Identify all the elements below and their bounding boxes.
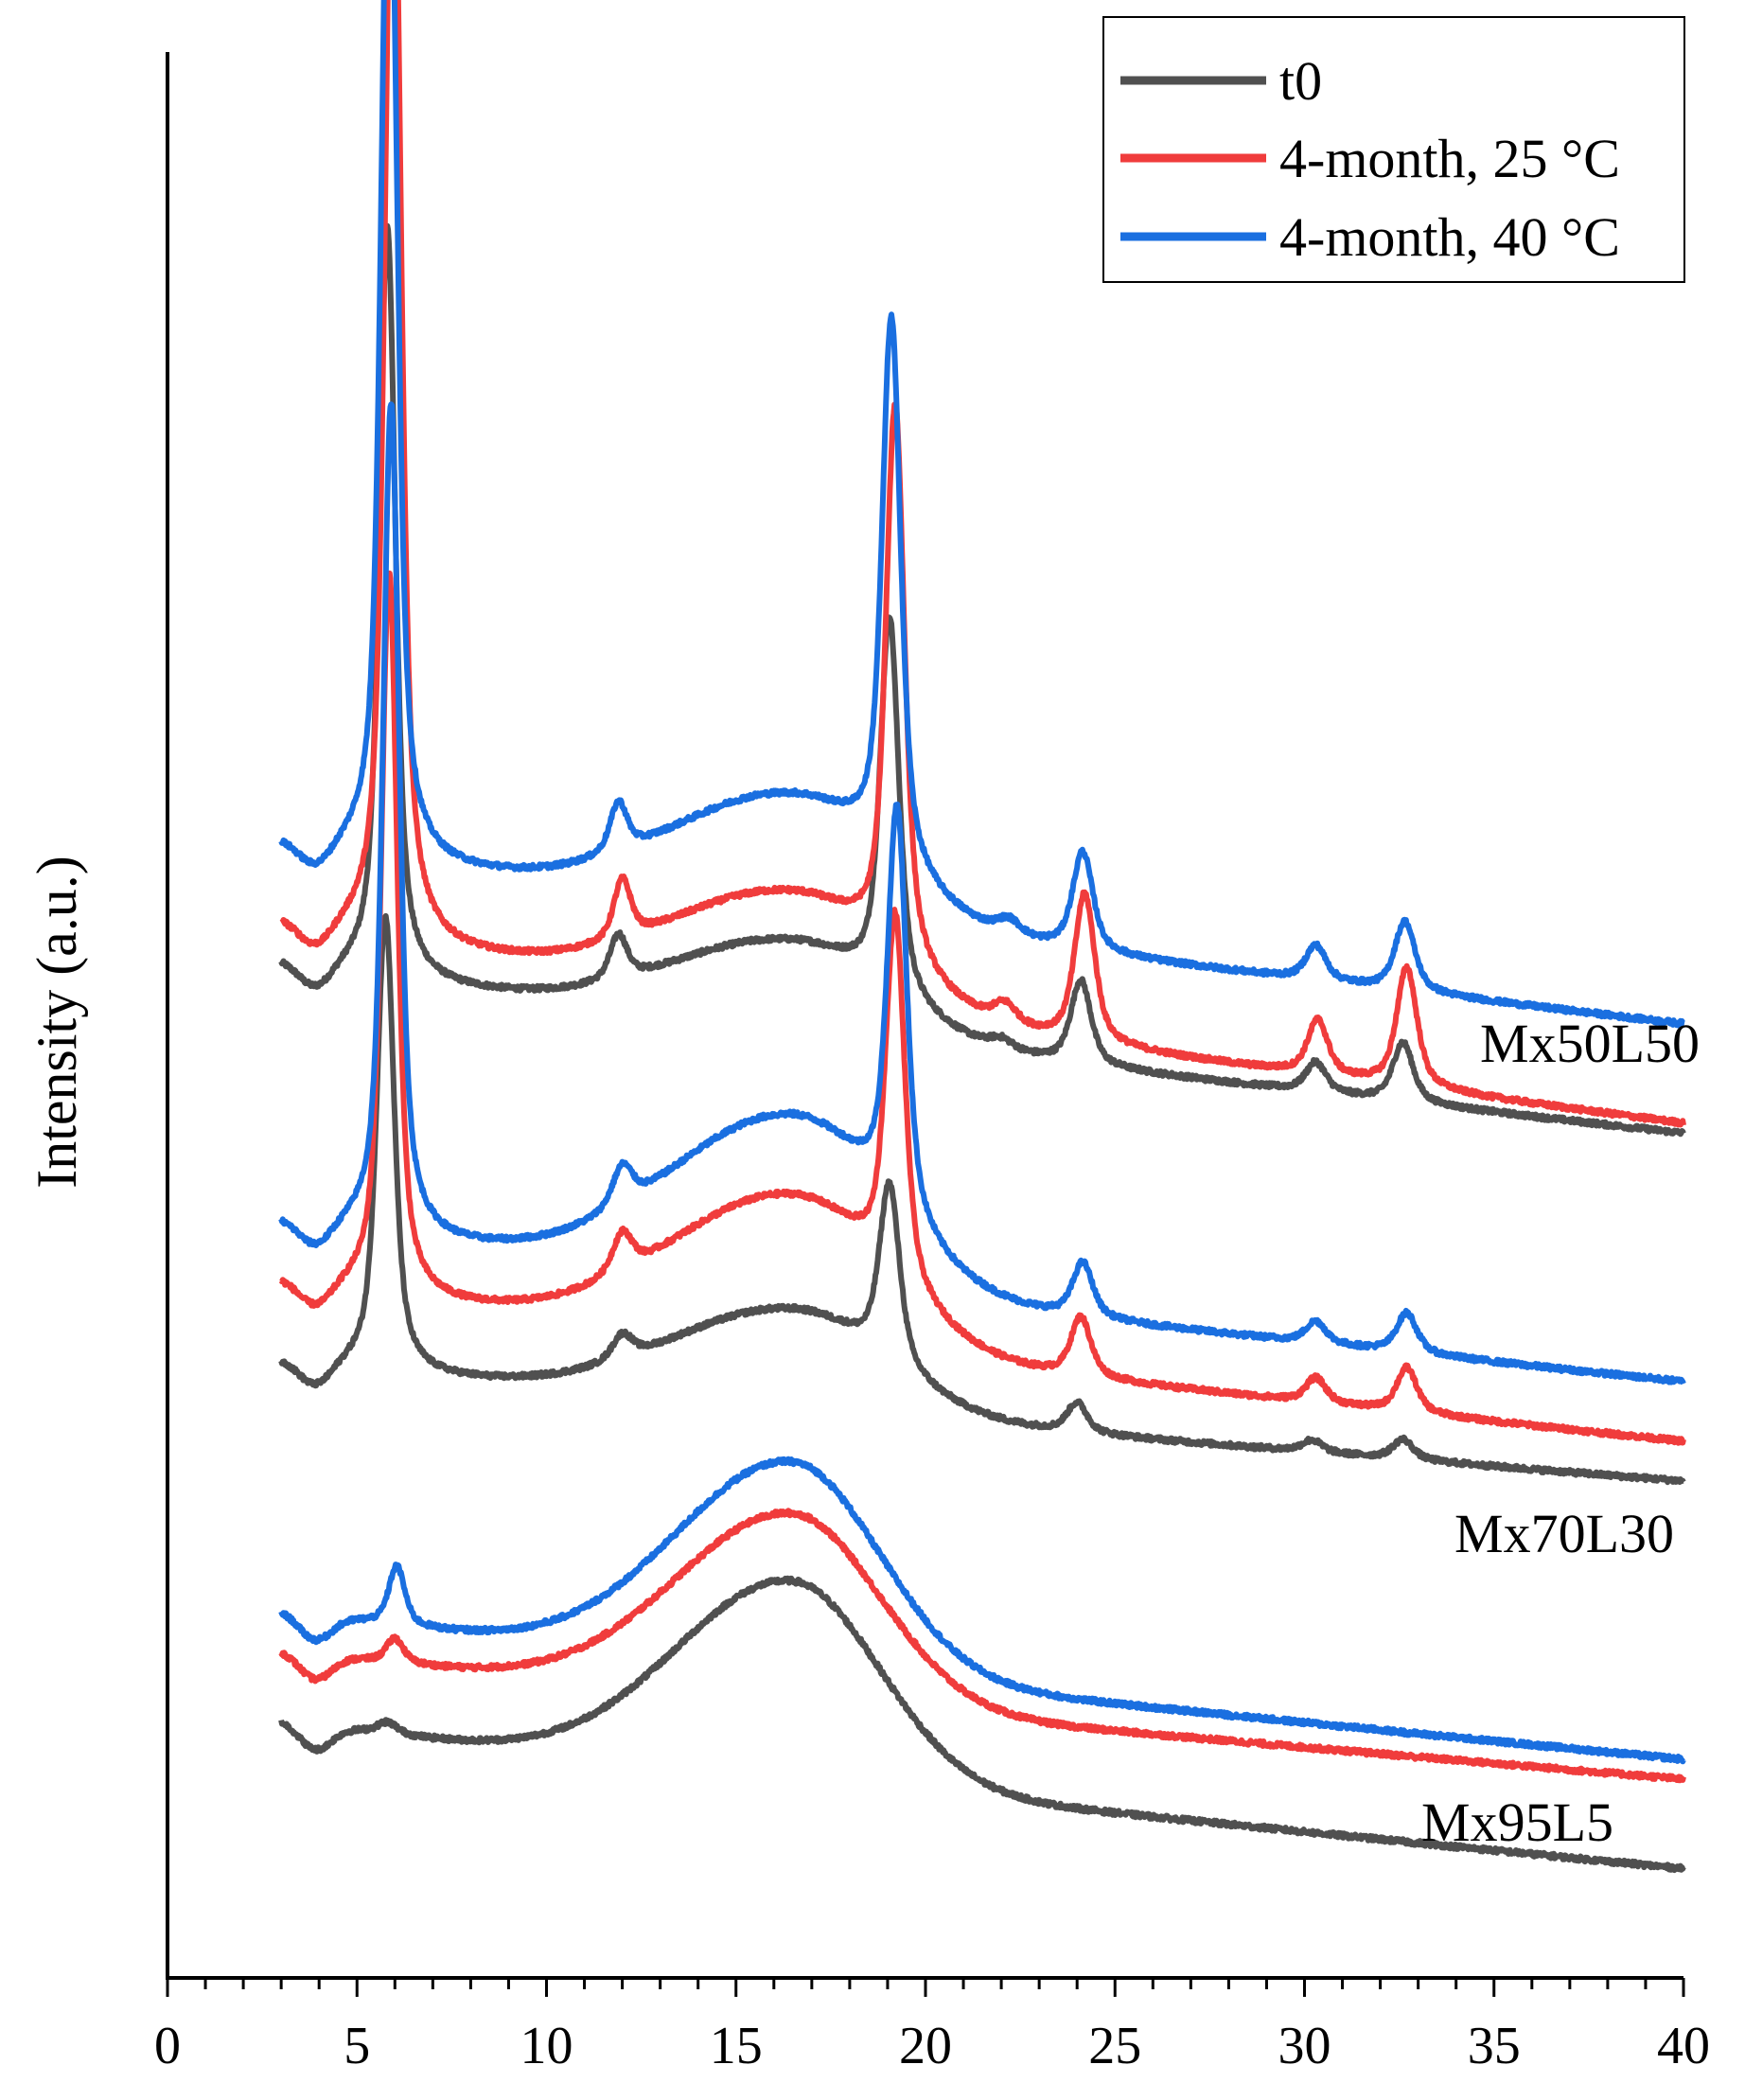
x-tick-label: 30 [1278, 2017, 1331, 2075]
series-line-mx95l5-t0 [278, 1575, 1686, 1874]
series-line-mx70l30-4-month-40-c [278, 401, 1686, 1385]
legend-label-40c: 4-month, 40 °C [1279, 206, 1620, 268]
plot-area [278, 0, 1686, 1874]
legend-label-25c: 4-month, 25 °C [1279, 128, 1620, 189]
series-line-mx95l5-4-month-40-c [278, 1456, 1686, 1765]
series-line-mx50l50-t0 [278, 222, 1686, 1138]
x-tick-label: 20 [899, 2017, 952, 2075]
x-tick-label: 40 [1657, 2017, 1710, 2075]
x-tick-label: 25 [1088, 2017, 1141, 2075]
x-tick-label: 5 [344, 2017, 370, 2075]
series-line-mx50l50-4-month-40-c [278, 0, 1686, 1029]
x-tick-label: 35 [1468, 2017, 1521, 2075]
series-line-mx70l30-4-month-25-c [278, 570, 1686, 1446]
x-ticks: 0 5 10 15 20 25 30 35 40 [154, 1978, 1710, 2075]
series-line-mx70l30-t0 [278, 912, 1686, 1486]
x-tick-label: 10 [520, 2017, 573, 2075]
group-labels: Mx50L50 Mx70L30 Mx95L5 [1421, 1013, 1700, 1853]
series-line-mx95l5-4-month-25-c [278, 1508, 1686, 1784]
series-line-mx50l50-4-month-25-c [279, 0, 1686, 1128]
legend: t0 4-month, 25 °C 4-month, 40 °C [1102, 16, 1685, 283]
legend-label-t0: t0 [1279, 50, 1322, 112]
group-label-mx95l5: Mx95L5 [1421, 1791, 1613, 1853]
x-tick-label: 15 [710, 2017, 763, 2075]
y-axis-label: Intensity (a.u.) [26, 856, 88, 1189]
x-tick-label: 0 [154, 2017, 181, 2075]
group-label-mx70l30: Mx70L30 [1454, 1503, 1674, 1564]
group-label-mx50l50: Mx50L50 [1480, 1013, 1700, 1074]
